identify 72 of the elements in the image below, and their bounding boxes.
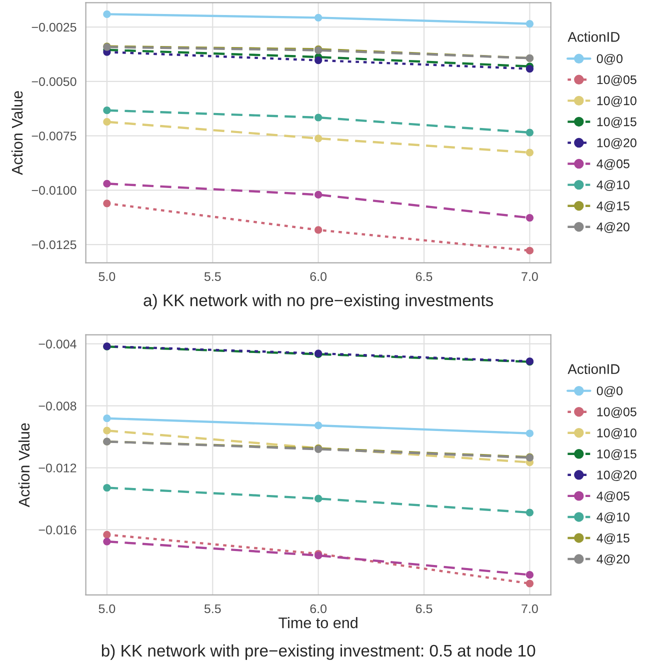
point [526,246,534,254]
legend-label: 10@15 [597,449,636,460]
y-tick-label: −0.016 [38,526,76,534]
point [103,530,111,538]
legend-label: 10@05 [597,407,636,418]
legend-label: 0@0 [596,386,623,397]
point [526,430,534,438]
legend-label: 10@20 [597,470,636,482]
point [103,118,111,126]
legend-label: 4@10 [596,512,630,524]
x-tick-label: 7.0 [522,604,538,614]
legend-label: 0@0 [596,54,623,65]
point [314,114,322,122]
legend-label: 10@05 [597,74,636,86]
y-axis-title: Action Value [11,91,23,176]
point [314,226,322,234]
legend-label: 10@15 [597,117,636,128]
y-tick-label: −0.0125 [32,240,76,250]
y-tick-label: −0.0075 [32,132,76,140]
x-tick-label: 6.0 [310,604,327,614]
y-tick-label: −0.004 [38,340,76,348]
y-axis-title: Action Value [18,423,30,508]
point [314,14,322,22]
y-tick-label: −0.012 [38,464,76,472]
point [526,128,534,136]
point [526,20,534,28]
x-tick-label: 5.5 [204,604,221,614]
point [526,64,534,73]
point [314,134,322,142]
x-tick-label: 5.0 [98,604,116,614]
legend-label: 4@20 [596,554,630,566]
point [103,484,111,492]
text: b) KK network with pre−existing investment: 0.5 at node 10 [102,644,536,660]
point [314,56,322,64]
legend-label: 4@15 [596,201,630,212]
point [103,180,111,188]
x-tick-label: 7.0 [522,272,538,282]
point [314,494,322,502]
point [103,538,111,546]
point [526,571,534,579]
point [526,580,534,588]
point [314,190,322,199]
x-tick-label: 5.0 [98,272,116,282]
legend-label: 10@10 [597,428,636,439]
point [103,106,111,114]
x-tick-label: 6.5 [416,604,432,614]
legend-label: 4@05 [596,159,630,170]
point [314,422,322,430]
legend-title: ActionID [568,364,620,374]
point [526,214,534,222]
y-tick-label: −0.008 [38,402,76,410]
x-tick-label: 5.5 [204,272,221,282]
legend-label: 10@20 [597,138,636,149]
point [103,414,111,422]
legend-label: 4@15 [596,533,630,544]
point [526,508,534,516]
text: a) KK network with no pre−existing investments [144,294,494,310]
x-axis-title: Time to end [278,617,358,628]
legend-title: ActionID [568,32,620,42]
y-tick-label: −0.0025 [32,22,76,32]
legend-label: 10@10 [597,96,636,107]
point [103,10,111,18]
y-tick-label: −0.0050 [32,77,76,86]
x-tick-label: 6.5 [416,272,432,282]
x-tick-label: 6.0 [310,272,327,282]
point [103,200,111,208]
point [103,426,111,434]
point [526,148,534,156]
legend-label: 4@10 [596,180,630,191]
legend-label: 4@05 [596,491,630,502]
legend-label: 4@20 [596,222,630,233]
y-tick-label: −0.0100 [32,186,76,195]
